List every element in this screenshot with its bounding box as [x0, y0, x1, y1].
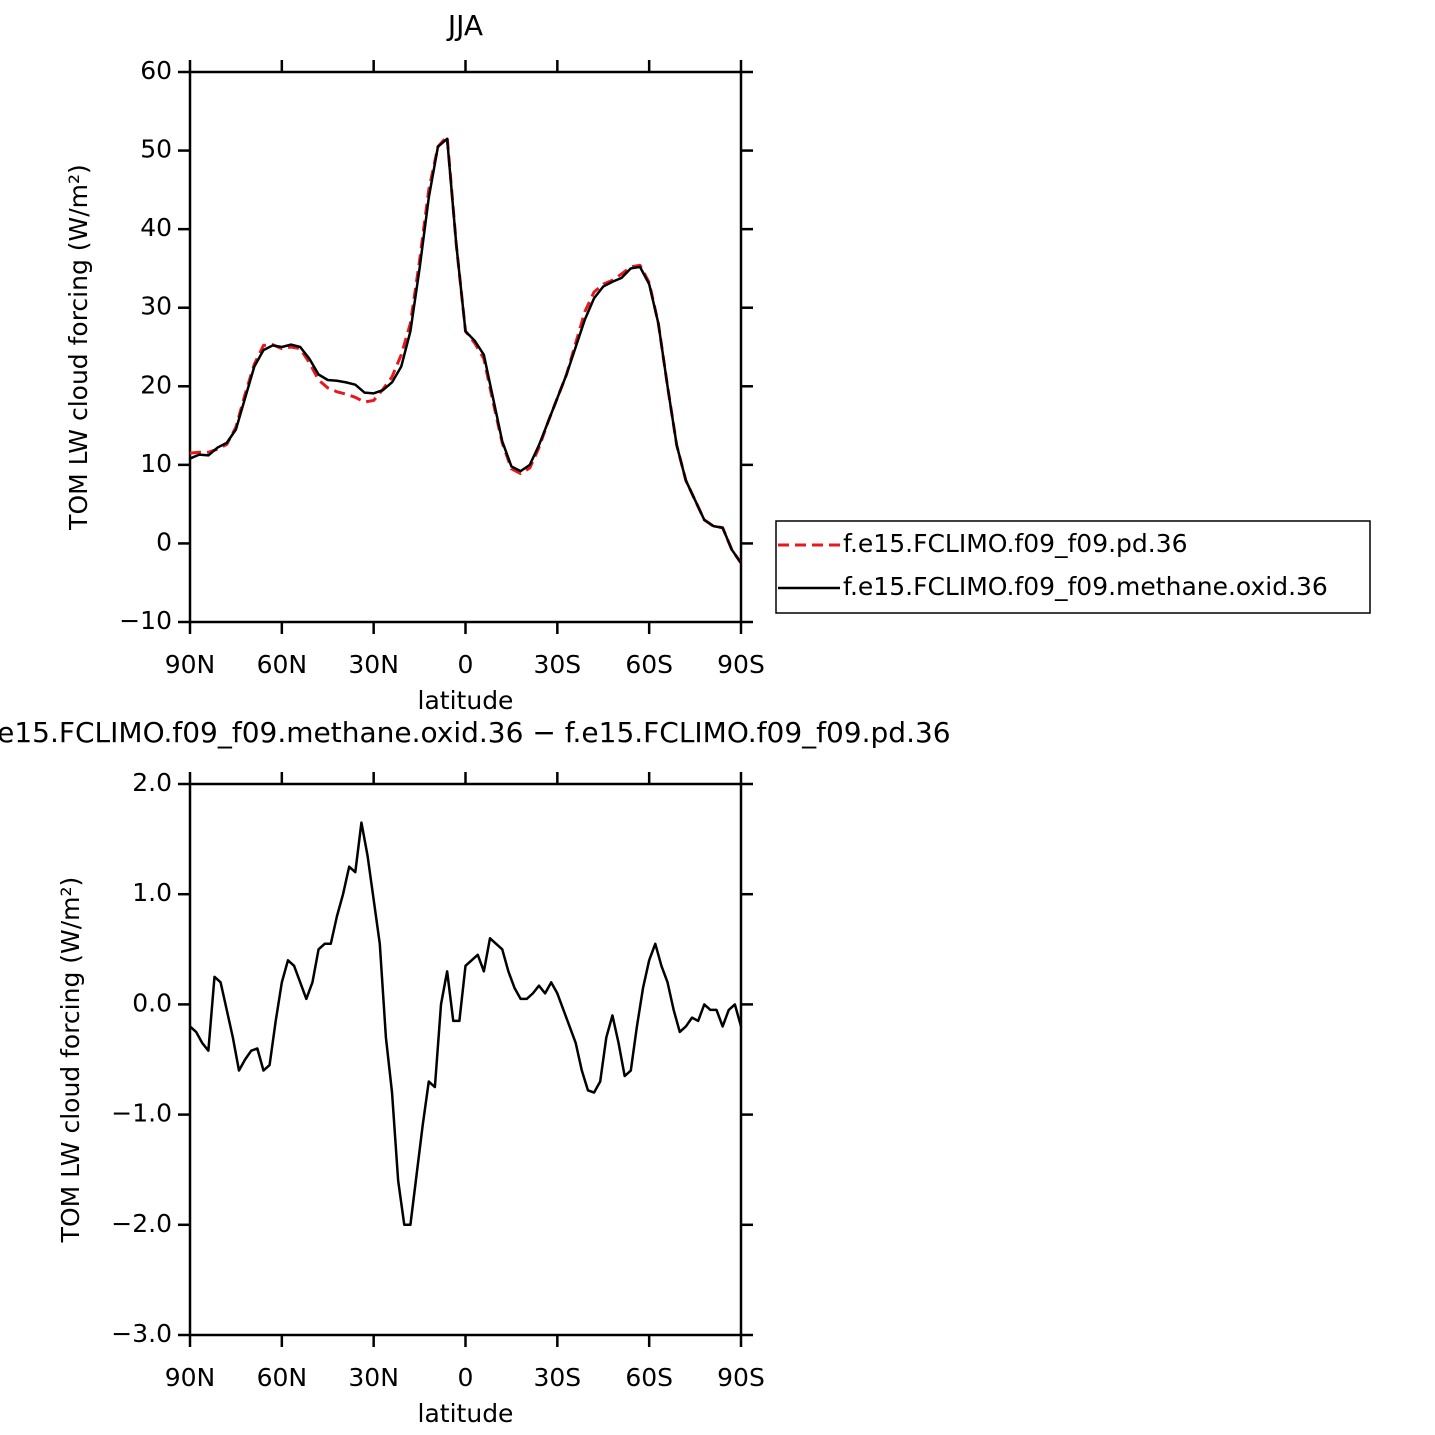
chart-title: JJA: [446, 9, 483, 42]
x-tick-label: 90N: [165, 1363, 216, 1392]
data-line: [189, 821, 743, 1227]
data-line: [189, 137, 743, 564]
x-tick-label: 60S: [625, 650, 673, 679]
x-tick-label: 60S: [625, 1363, 673, 1392]
x-tick-label: 90S: [717, 650, 765, 679]
plot-frame: [188, 70, 743, 624]
y-tick-label: 1.0: [132, 878, 172, 907]
x-tick-label: 30N: [348, 1363, 399, 1392]
x-tick-label: 60N: [257, 650, 308, 679]
x-tick-label: 60N: [257, 1363, 308, 1392]
x-tick-label: 30N: [348, 650, 399, 679]
plot-frame: [188, 782, 743, 1337]
y-tick-label: 30: [140, 292, 172, 321]
x-axis-label: latitude: [418, 686, 514, 715]
legend-label: f.e15.FCLIMO.f09_f09.methane.oxid.36: [843, 572, 1328, 601]
x-tick-label: 30S: [533, 1363, 581, 1392]
y-tick-label: −3.0: [111, 1319, 172, 1348]
y-tick-label: −10: [119, 606, 172, 635]
y-axis-label: TOM LW cloud forcing (W/m²): [56, 877, 85, 1244]
chart-title: f.e15.FCLIMO.f09_f09.methane.oxid.36 − f…: [0, 716, 951, 749]
legend-label: f.e15.FCLIMO.f09_f09.pd.36: [843, 529, 1188, 558]
y-tick-label: 50: [140, 135, 172, 164]
x-tick-label: 30S: [533, 650, 581, 679]
y-tick-label: 2.0: [132, 768, 172, 797]
legend-box: [775, 520, 1371, 614]
x-tick-label: 0: [458, 650, 474, 679]
y-tick-label: 60: [140, 56, 172, 85]
x-tick-label: 0: [458, 1363, 474, 1392]
y-tick-label: 10: [140, 449, 172, 478]
y-axis-label: TOM LW cloud forcing (W/m²): [64, 164, 93, 531]
y-tick-label: 40: [140, 213, 172, 242]
y-tick-label: 0: [156, 527, 172, 556]
x-tick-label: 90N: [165, 650, 216, 679]
x-axis-label: latitude: [418, 1399, 514, 1428]
data-line: [189, 134, 743, 564]
x-tick-label: 90S: [717, 1363, 765, 1392]
y-tick-label: −1.0: [111, 1099, 172, 1128]
y-tick-label: 0.0: [132, 988, 172, 1017]
y-tick-label: −2.0: [111, 1209, 172, 1238]
y-tick-label: 20: [140, 370, 172, 399]
